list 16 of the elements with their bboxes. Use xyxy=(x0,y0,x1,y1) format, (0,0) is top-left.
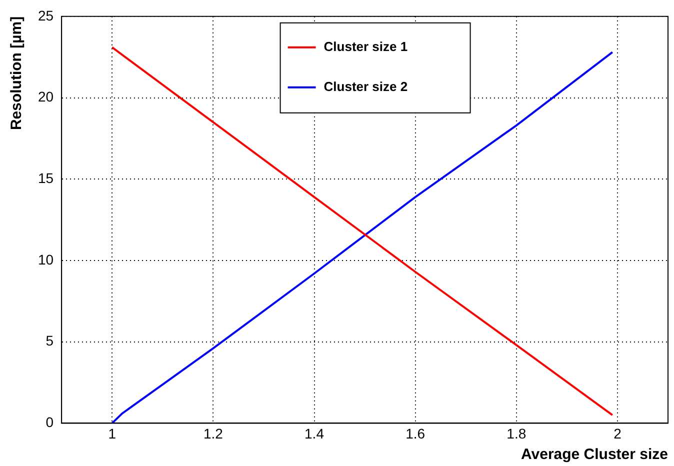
y-tick-label: 20 xyxy=(38,88,54,105)
x-tick-label: 1.6 xyxy=(406,425,426,442)
y-tick-label: 25 xyxy=(38,7,54,24)
y-tick-label: 5 xyxy=(46,332,54,349)
x-tick-label: 1 xyxy=(108,425,116,442)
y-tick-label: 10 xyxy=(38,251,54,268)
legend-label: Cluster size 1 xyxy=(324,38,408,54)
x-tick-label: 1.8 xyxy=(506,425,526,442)
legend-label: Cluster size 2 xyxy=(324,78,408,94)
x-tick-label: 2 xyxy=(614,425,622,442)
y-tick-label: 15 xyxy=(38,170,54,186)
y-axis-title: Resolution [µm] xyxy=(8,16,26,130)
x-tick-label: 1.4 xyxy=(304,425,324,442)
x-axis-title: Average Cluster size xyxy=(520,446,668,464)
y-tick-label: 0 xyxy=(46,414,54,430)
x-tick-label: 1.2 xyxy=(203,425,224,442)
